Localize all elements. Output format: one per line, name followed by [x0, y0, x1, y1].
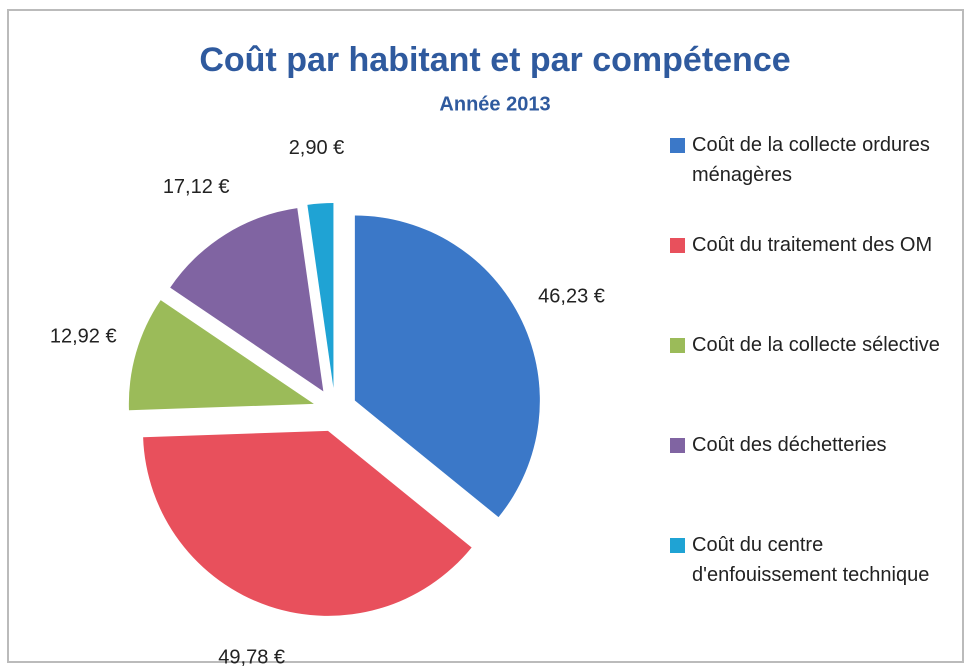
pie-slice: [128, 300, 314, 411]
legend-swatch: [670, 338, 685, 353]
legend-label: Coût des déchetteries: [692, 434, 887, 456]
data-label: 2,90 €: [289, 137, 345, 159]
chart-title: Coût par habitant et par compétence: [199, 41, 790, 79]
legend-item: Coût de la collecte sélective: [668, 330, 953, 430]
legend-swatch: [670, 538, 685, 553]
data-label: 49,78 €: [218, 647, 285, 668]
pie-slice: [354, 215, 540, 518]
legend-item: Coût du centre d'enfouissement technique: [668, 530, 953, 630]
legend-label: Coût du centre d'enfouissement technique: [692, 534, 930, 586]
pie-slice: [307, 203, 334, 389]
legend: Coût de la collecte ordures ménagères Coû…: [668, 130, 953, 630]
legend-swatch: [670, 238, 685, 253]
legend-item: Coût du traitement des OM: [668, 230, 953, 330]
legend-swatch: [670, 438, 685, 453]
legend-item: Coût des déchetteries: [668, 430, 953, 530]
legend-swatch: [670, 138, 685, 153]
data-label: 17,12 €: [163, 176, 230, 198]
data-label: 12,92 €: [50, 326, 117, 348]
pie-slice: [170, 208, 324, 392]
legend-label: Coût du traitement des OM: [692, 234, 933, 256]
pie-slice: [143, 430, 472, 616]
legend-label: Coût de la collecte ordures ménagères: [692, 134, 930, 186]
chart-subtitle: Année 2013: [439, 93, 550, 115]
legend-item: Coût de la collecte ordures ménagères: [668, 130, 953, 230]
data-label: 46,23 €: [538, 286, 605, 308]
legend-label: Coût de la collecte sélective: [692, 334, 940, 356]
